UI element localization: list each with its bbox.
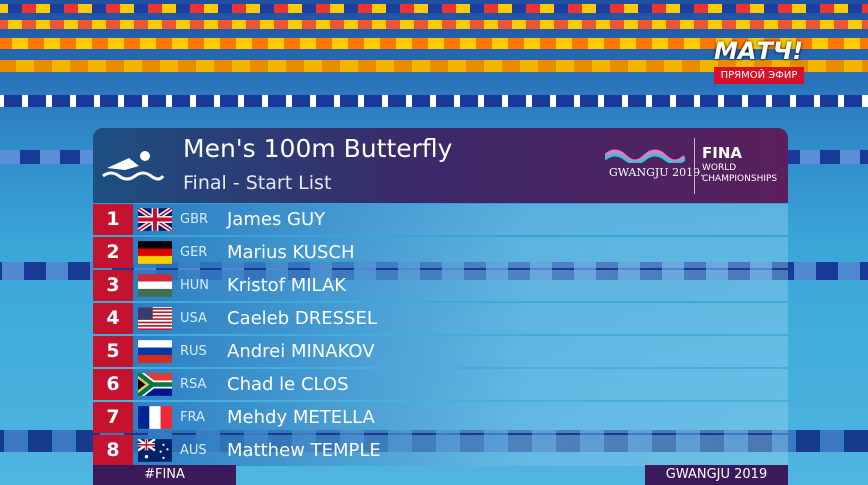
lane-rope <box>0 95 868 107</box>
athlete-name: Caeleb DRESSEL <box>227 308 377 329</box>
event-wave <box>605 149 685 163</box>
row: 8 AUS Matthew TEMPLE <box>93 435 788 466</box>
flag <box>138 241 172 264</box>
country-code: RSA <box>180 377 207 392</box>
row: 3 HUN Kristof MILAK <box>93 270 788 301</box>
lane-number: 6 <box>93 369 133 400</box>
row: 2 GER Marius KUSCH <box>93 237 788 268</box>
lane-number: 5 <box>93 336 133 367</box>
athlete-name: Mehdy METELLA <box>227 407 375 428</box>
athlete-name: Marius KUSCH <box>227 242 355 263</box>
start-list-panel: Men's 100m Butterfly Final - Start List … <box>93 128 788 485</box>
swim-icon <box>102 151 165 181</box>
flag <box>138 208 172 231</box>
flag <box>138 307 172 330</box>
channel-logo: МАТЧ! <box>714 37 804 65</box>
divider <box>694 138 695 194</box>
athlete-name: James GUY <box>227 209 326 230</box>
fina-tagline: WORLD CHAMPIONSHIPS <box>702 163 778 184</box>
lane-number: 1 <box>93 204 133 235</box>
athlete-name: Matthew TEMPLE <box>227 440 381 461</box>
footer-event: GWANGJU 2019 <box>645 465 788 485</box>
title: Men's 100m Butterfly <box>183 134 453 163</box>
athlete-name: Andrei MINAKOV <box>227 341 375 362</box>
lane-number: 7 <box>93 402 133 433</box>
country-code: RUS <box>180 344 207 359</box>
lane-number: 8 <box>93 435 133 466</box>
lane-rope <box>0 38 868 49</box>
country-code: GER <box>180 245 208 260</box>
footer-hashtag: #FINA <box>93 465 236 485</box>
lane-rope <box>0 60 868 72</box>
subtitle: Final - Start List <box>183 172 332 194</box>
lane-number: 4 <box>93 303 133 334</box>
flag <box>138 373 172 396</box>
live-badge: ПРЯМОЙ ЭФИР <box>714 67 804 84</box>
row: 7 FRA Mehdy METELLA <box>93 402 788 433</box>
flag <box>138 340 172 363</box>
country-code: FRA <box>180 410 205 425</box>
row: 4 USA Caeleb DRESSEL <box>93 303 788 334</box>
lane-rope <box>0 4 868 13</box>
row: 1 GBR James GUY <box>93 204 788 235</box>
fina-logo: FINA <box>702 144 742 162</box>
athlete-name: Chad le CLOS <box>227 374 349 395</box>
country-code: HUN <box>180 278 210 293</box>
athlete-name: Kristof MILAK <box>227 275 347 296</box>
lane-number: 2 <box>93 237 133 268</box>
header: Men's 100m Butterfly Final - Start List … <box>93 128 788 203</box>
country-code: USA <box>180 311 207 326</box>
row: 5 RUS Andrei MINAKOV <box>93 336 788 367</box>
country-code: GBR <box>180 212 209 227</box>
country-code: AUS <box>180 443 207 458</box>
lane-number: 3 <box>93 270 133 301</box>
flag <box>138 439 172 462</box>
lane-rope <box>0 20 868 29</box>
flag <box>138 274 172 297</box>
event-logo: GWANGJU 2019. <box>609 166 704 179</box>
flag <box>138 406 172 429</box>
row: 6 RSA Chad le CLOS <box>93 369 788 400</box>
